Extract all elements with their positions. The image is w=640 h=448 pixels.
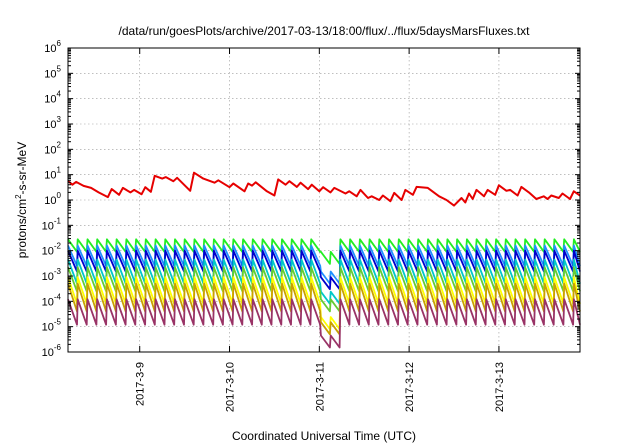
y-tick-label: 10-2 [42,242,62,258]
y-tick-label: 105 [44,64,61,80]
series-line-1 [67,171,581,207]
x-tick-label: 2017-3-12 [404,362,416,412]
chart-title: /data/run/goesPlots/archive/2017-03-13/1… [119,24,531,38]
y-tick-label: 103 [44,115,61,131]
y-tick-label: 10-1 [42,216,62,232]
y-tick-label: 10-6 [42,343,62,359]
x-tick-label: 2017-3-10 [225,362,237,412]
series-line-9 [67,298,581,349]
y-tick-label: 101 [44,166,61,182]
y-axis-ticks: 10-6 10-5 10-4 10-3 10-2 10-1 100 101 102 103 104 1… [42,39,580,359]
x-axis-label: Coordinated Universal Time (UTC) [232,429,416,443]
y-tick-label: 104 [44,90,61,106]
x-tick-label: 2017-3-13 [494,362,506,412]
series-line-8 [67,282,581,336]
y-tick-label: 10-4 [42,292,62,308]
x-axis-ticks: 2017-3-9 2017-3-10 2017-3-11 2017-3-12 2017-… [135,48,506,412]
y-tick-label: 10-3 [42,267,62,283]
x-tick-label: 2017-3-11 [314,362,326,411]
y-tick-label: 106 [44,39,61,55]
y-tick-label: 100 [44,191,61,207]
y-axis-label: protons/cm2-s-sr-MeV [14,142,29,258]
y-tick-label: 102 [44,140,61,156]
y-tick-label: 10-5 [42,318,62,334]
x-tick-label: 2017-3-9 [135,362,147,406]
data-series [67,171,581,349]
